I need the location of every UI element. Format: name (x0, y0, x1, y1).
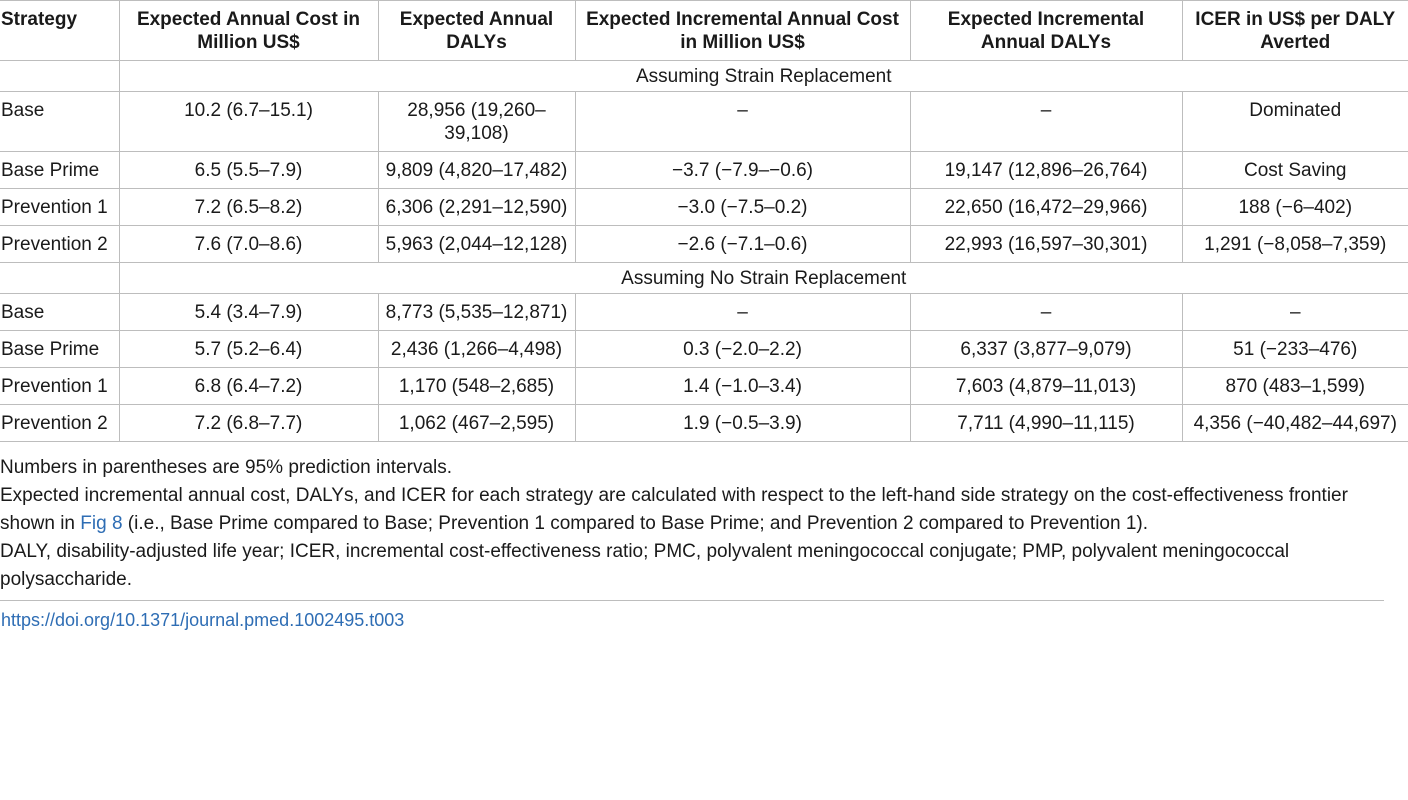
cell-cost: 5.7 (5.2–6.4) (118, 330, 379, 368)
cell-cost: 5.4 (3.4–7.9) (118, 293, 379, 331)
header-row: Strategy Expected Annual Cost in Million… (0, 0, 1408, 61)
cell-icer: 51 (−233–476) (1181, 330, 1408, 368)
cell-strategy: Prevention 2 (0, 404, 120, 442)
cell-cost: 6.8 (6.4–7.2) (118, 367, 379, 405)
section-spacer-cell (0, 60, 120, 92)
cell-incremental-cost: 0.3 (−2.0–2.2) (574, 330, 911, 368)
cell-dalys: 1,170 (548–2,685) (377, 367, 576, 405)
header-cost: Expected Annual Cost in Million US$ (118, 0, 379, 61)
cell-dalys: 8,773 (5,535–12,871) (377, 293, 576, 331)
cell-incremental-dalys: – (909, 293, 1183, 331)
table-row: Prevention 2 7.6 (7.0–8.6) 5,963 (2,044–… (0, 225, 1408, 263)
header-dalys: Expected Annual DALYs (377, 0, 576, 61)
cell-incremental-dalys: 22,993 (16,597–30,301) (909, 225, 1183, 263)
cell-incremental-cost: 1.4 (−1.0–3.4) (574, 367, 911, 405)
cell-icer: 1,291 (−8,058–7,359) (1181, 225, 1408, 263)
header-strategy: Strategy (0, 0, 120, 61)
footnote-incremental-text-end: (i.e., Base Prime compared to Base; Prev… (122, 513, 1149, 534)
cell-dalys: 5,963 (2,044–12,128) (377, 225, 576, 263)
section-label: Assuming Strain Replacement (118, 60, 1408, 92)
cell-cost: 10.2 (6.7–15.1) (118, 91, 379, 152)
cell-strategy: Prevention 2 (0, 225, 120, 263)
header-incremental-cost: Expected Incremental Annual Cost in Mill… (574, 0, 911, 61)
table-row: Base Prime 5.7 (5.2–6.4) 2,436 (1,266–4,… (0, 330, 1408, 368)
results-table: Strategy Expected Annual Cost in Million… (0, 0, 1408, 442)
cell-dalys: 9,809 (4,820–17,482) (377, 151, 576, 189)
table-footnotes: Numbers in parentheses are 95% predictio… (0, 454, 1384, 601)
table-row: Prevention 1 7.2 (6.5–8.2) 6,306 (2,291–… (0, 188, 1408, 226)
table-row: Prevention 2 7.2 (6.8–7.7) 1,062 (467–2,… (0, 404, 1408, 442)
cell-incremental-cost: 1.9 (−0.5–3.9) (574, 404, 911, 442)
cell-incremental-dalys: 7,603 (4,879–11,013) (909, 367, 1183, 405)
fig8-link[interactable]: Fig 8 (80, 513, 123, 534)
cell-incremental-cost: −3.7 (−7.9–−0.6) (574, 151, 911, 189)
cell-icer: 4,356 (−40,482–44,697) (1181, 404, 1408, 442)
cell-dalys: 28,956 (19,260–39,108) (377, 91, 576, 152)
cell-icer: Cost Saving (1181, 151, 1408, 189)
cell-cost: 7.2 (6.8–7.7) (118, 404, 379, 442)
cell-incremental-dalys: 7,711 (4,990–11,115) (909, 404, 1183, 442)
table-row: Base 5.4 (3.4–7.9) 8,773 (5,535–12,871) … (0, 293, 1408, 331)
cell-icer: – (1181, 293, 1408, 331)
cell-cost: 7.2 (6.5–8.2) (118, 188, 379, 226)
cell-icer: 870 (483–1,599) (1181, 367, 1408, 405)
table-row: Prevention 1 6.8 (6.4–7.2) 1,170 (548–2,… (0, 367, 1408, 405)
table-row: Base 10.2 (6.7–15.1) 28,956 (19,260–39,1… (0, 91, 1408, 152)
cell-dalys: 2,436 (1,266–4,498) (377, 330, 576, 368)
cell-strategy: Base (0, 91, 120, 152)
cell-strategy: Base Prime (0, 151, 120, 189)
cell-incremental-cost: −3.0 (−7.5–0.2) (574, 188, 911, 226)
footnote-abbreviations: DALY, disability-adjusted life year; ICE… (0, 541, 1290, 590)
cell-dalys: 6,306 (2,291–12,590) (377, 188, 576, 226)
cell-icer: Dominated (1181, 91, 1408, 152)
section-label: Assuming No Strain Replacement (118, 262, 1408, 294)
cell-incremental-dalys: 6,337 (3,877–9,079) (909, 330, 1183, 368)
footnote-incremental-text-start: Expected incremental annual cost, DALYs,… (0, 485, 1348, 534)
cell-strategy: Prevention 1 (0, 367, 120, 405)
cell-icer: 188 (−6–402) (1181, 188, 1408, 226)
cell-incremental-cost: −2.6 (−7.1–0.6) (574, 225, 911, 263)
section-spacer-cell (0, 262, 120, 294)
section-header-row: Assuming Strain Replacement (0, 60, 1408, 92)
cell-incremental-dalys: 19,147 (12,896–26,764) (909, 151, 1183, 189)
cell-cost: 7.6 (7.0–8.6) (118, 225, 379, 263)
cell-incremental-cost: – (574, 91, 911, 152)
doi-link[interactable]: https://doi.org/10.1371/journal.pmed.100… (1, 610, 405, 630)
cell-incremental-dalys: – (909, 91, 1183, 152)
table-row: Base Prime 6.5 (5.5–7.9) 9,809 (4,820–17… (0, 151, 1408, 189)
cell-strategy: Prevention 1 (0, 188, 120, 226)
footnote-incremental: Expected incremental annual cost, DALYs,… (0, 482, 1384, 538)
cell-strategy: Base Prime (0, 330, 120, 368)
header-incremental-dalys: Expected Incremental Annual DALYs (909, 0, 1183, 61)
section-header-row: Assuming No Strain Replacement (0, 262, 1408, 294)
cell-cost: 6.5 (5.5–7.9) (118, 151, 379, 189)
footnote-intervals: Numbers in parentheses are 95% predictio… (0, 457, 453, 478)
cell-dalys: 1,062 (467–2,595) (377, 404, 576, 442)
header-icer: ICER in US$ per DALY Averted (1181, 0, 1408, 61)
cell-incremental-dalys: 22,650 (16,472–29,966) (909, 188, 1183, 226)
cell-strategy: Base (0, 293, 120, 331)
cell-incremental-cost: – (574, 293, 911, 331)
